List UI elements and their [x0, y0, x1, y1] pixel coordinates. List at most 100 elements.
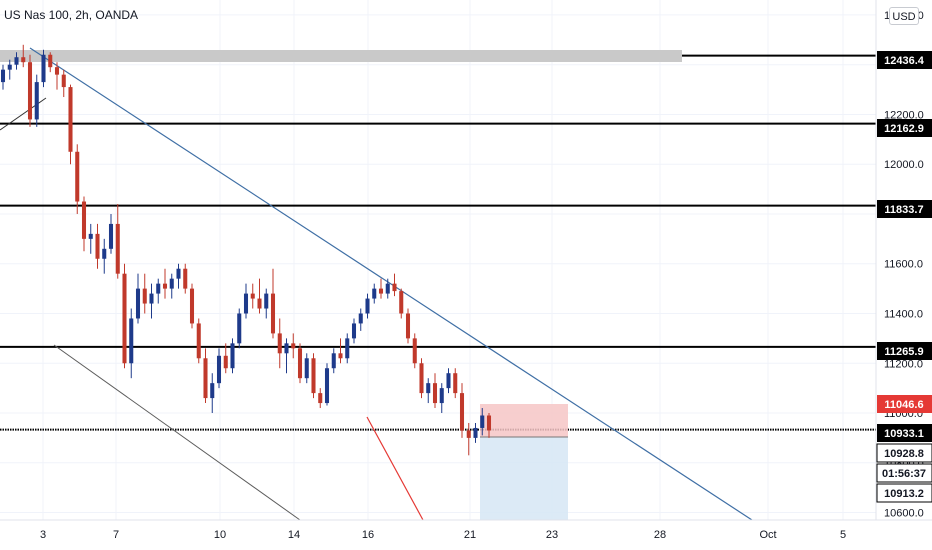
candle-body: [230, 343, 235, 369]
price-label-text: 12162.9: [884, 123, 924, 135]
take-profit-zone[interactable]: [480, 437, 568, 520]
grid: [0, 0, 876, 520]
price-label-box: [876, 483, 932, 503]
red-diagonal-line[interactable]: [366, 416, 424, 521]
candle-body: [142, 288, 147, 304]
candle-body: [135, 288, 141, 319]
candle-body: [432, 383, 438, 404]
candle-body: [61, 74, 66, 88]
candle-body: [156, 283, 161, 294]
candle-body: [149, 293, 154, 304]
candle-body: [176, 268, 181, 279]
price-label-box: [876, 463, 932, 483]
time-axis[interactable]: 3 7 10 14 16 21 23 28 Oct 5: [40, 529, 846, 541]
price-label-text: 11046.6: [884, 399, 923, 411]
candle-body: [291, 343, 296, 349]
candle-body: [243, 293, 249, 314]
candle-body: [412, 338, 417, 364]
candle-body: [270, 293, 276, 334]
price-label-box: [877, 395, 932, 413]
stop-loss-zone[interactable]: [480, 404, 568, 437]
x-tick-label: 5: [840, 529, 846, 541]
candle-body: [21, 57, 26, 63]
candle-body: [331, 353, 336, 369]
candle-body: [189, 288, 195, 324]
candle-body: [68, 87, 73, 152]
candle-body: [34, 82, 39, 120]
y-tick-label: 11400.0: [884, 308, 923, 320]
x-tick-label: 16: [362, 529, 374, 541]
candles: [0, 44, 492, 456]
candle-body: [466, 430, 471, 438]
candle-body: [237, 313, 242, 344]
candle-body: [385, 283, 390, 294]
candle-body: [473, 427, 478, 438]
candle-body: [210, 383, 215, 399]
descending-trendline[interactable]: [29, 47, 753, 521]
price-label-text: 12436.4: [884, 55, 925, 67]
candle-body: [41, 54, 46, 83]
candle-body: [162, 283, 168, 289]
price-label-box: [876, 443, 932, 463]
price-label-box: [877, 424, 932, 442]
price-label-text: 10933.1: [884, 428, 924, 440]
candle-body: [257, 298, 262, 309]
candle-body: [108, 223, 114, 249]
candle-body: [453, 373, 458, 394]
y-tick-label: 11600.0: [884, 259, 923, 271]
price-label-box: [877, 200, 932, 218]
x-tick-label: 7: [113, 529, 119, 541]
candle-body: [372, 288, 377, 299]
candle-body: [392, 283, 397, 292]
candle-body: [399, 291, 404, 314]
candle-body: [419, 363, 424, 394]
x-tick-label: Oct: [759, 529, 776, 541]
top-resistance-zone: [0, 50, 682, 62]
candle-body: [459, 393, 465, 431]
candle-body: [338, 353, 343, 359]
x-tick-label: 28: [654, 529, 666, 541]
candle-body: [439, 388, 444, 404]
x-tick-label: 23: [546, 529, 558, 541]
candle-body: [264, 293, 269, 309]
candle-body: [486, 415, 492, 431]
candle-body: [358, 313, 363, 324]
candle-body: [81, 201, 87, 239]
candle-body: [95, 233, 100, 259]
candle-body: [129, 318, 134, 364]
candle-body: [378, 288, 384, 294]
candle-body: [196, 323, 201, 359]
candle-body: [446, 373, 451, 389]
price-labels: 12436.4 12162.9 11833.7 11265.9 11046.6 10933…: [876, 51, 932, 503]
candle-body: [250, 293, 255, 299]
candle-body: [0, 69, 6, 83]
candle-body: [277, 333, 282, 354]
price-label-box: [877, 51, 932, 69]
candle-body: [311, 358, 316, 394]
x-tick-label: 10: [214, 529, 226, 541]
candle-body: [122, 273, 127, 364]
candle-body: [284, 343, 289, 354]
price-label-text: 10913.2: [884, 488, 924, 500]
candle-body: [318, 393, 323, 404]
price-label-box: [877, 119, 932, 137]
price-axis[interactable]: 12600.012400.012200.012000.011800.011600…: [884, 10, 924, 520]
candle-body: [351, 323, 357, 339]
candle-body: [115, 223, 120, 274]
x-tick-label: 21: [464, 529, 476, 541]
candle-body: [48, 54, 53, 68]
candle-body: [223, 355, 228, 369]
candle-body: [426, 383, 431, 394]
candle-body: [14, 57, 19, 65]
price-label-text: 10928.8: [884, 448, 924, 460]
lower-channel-line[interactable]: [53, 344, 301, 521]
candle-body: [324, 368, 330, 404]
price-label-text: 01:56:37: [882, 468, 926, 480]
candle-body: [183, 268, 188, 289]
currency-button[interactable]: USD: [889, 7, 919, 25]
chart-title: US Nas 100, 2h, OANDA: [4, 8, 139, 22]
candle-body: [7, 64, 12, 70]
x-tick-label: 14: [288, 529, 300, 541]
candle-body: [304, 358, 309, 379]
